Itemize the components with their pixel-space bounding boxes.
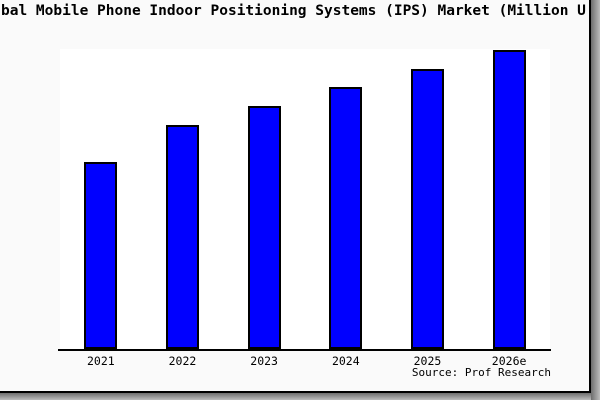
x-tick-label-2024: 2024	[331, 354, 360, 368]
x-tick-label-2022: 2022	[168, 354, 197, 368]
plot-area	[60, 49, 550, 349]
bar-2026e	[492, 50, 526, 349]
x-axis-labels: 2021 2022 2023 2024 2025 2026e	[60, 354, 550, 368]
bar-slot	[305, 49, 387, 349]
x-tick-label-2023: 2023	[250, 354, 278, 368]
card-shadow-bottom	[0, 393, 591, 400]
bar-slot	[60, 49, 142, 349]
bars-row	[60, 49, 550, 349]
bar-2022	[165, 125, 199, 349]
chart-title: bal Mobile Phone Indoor Positioning Syst…	[1, 3, 586, 19]
bar-slot	[142, 49, 224, 349]
bar-slot	[223, 49, 305, 349]
bar-2023	[247, 106, 281, 349]
x-tick-label-2021: 2021	[86, 354, 115, 368]
bar-slot	[468, 49, 550, 349]
card-shadow-right	[591, 0, 600, 400]
bar-slot	[387, 49, 469, 349]
chart-card: bal Mobile Phone Indoor Positioning Syst…	[0, 0, 591, 393]
source-credit: Source: Prof Research	[411, 366, 551, 379]
bar-2024	[329, 87, 363, 349]
bar-2025	[410, 69, 444, 349]
x-axis-line	[58, 349, 551, 351]
x-tick-label-2026e: 2026e	[491, 354, 527, 368]
x-tick-label-2025: 2025	[413, 354, 442, 368]
bar-2021	[84, 162, 118, 349]
